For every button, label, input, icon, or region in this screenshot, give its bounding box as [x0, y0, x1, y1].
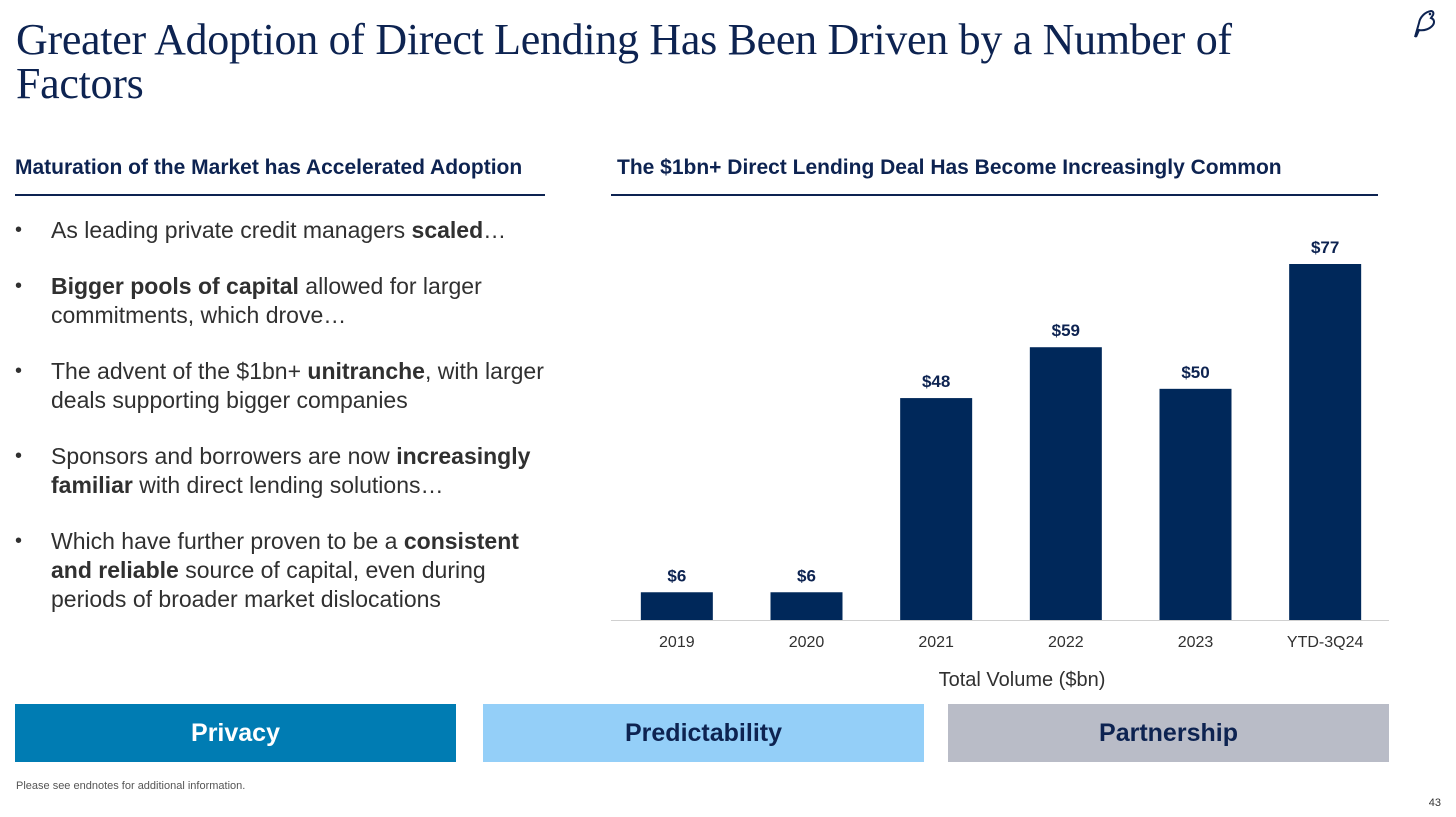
bullet-text: allowed for larger commitments, which dr… [51, 273, 482, 328]
bullet-item: • Bigger pools of capital allowed for lar… [15, 272, 560, 330]
bullet-text: Sponsors and borrowers are now [51, 443, 397, 469]
x-tick-label: 2021 [918, 634, 954, 651]
bar-2021 [900, 398, 973, 620]
bullet-emphasis: increasingly familiar [51, 443, 531, 498]
bullet-text: Which have further proven to be a [51, 528, 404, 554]
bullet-item: • Which have further proven to be a consi… [15, 527, 560, 614]
bullet-text: source of capital, even during periods o… [51, 557, 486, 612]
page-title: Greater Adoption of Direct Lending Has B… [16, 15, 1232, 108]
bullet-dot: • [15, 219, 23, 241]
x-tick-label: 2022 [1048, 634, 1084, 651]
bullet-text: As leading private credit managers [51, 217, 412, 243]
bullet-dot: • [15, 275, 23, 297]
chart-heading: The $1bn+ Direct Lending Deal Has Become… [611, 156, 1378, 196]
bullet-text: with direct lending solutions… [132, 472, 444, 498]
x-tick-label: YTD-3Q24 [1287, 634, 1364, 651]
x-axis-title: Total Volume ($bn) [939, 669, 1106, 691]
data-label: $59 [1052, 321, 1080, 340]
bullet-item: • Sponsors and borrowers are now increasi… [15, 442, 560, 500]
pillar-predictability: Predictability [483, 704, 924, 762]
bullet-emphasis: consistent and reliable [51, 528, 519, 583]
bullet-dot: • [15, 445, 23, 467]
bullet-dot: • [15, 360, 23, 382]
bullet-emphasis: Bigger pools of capital [51, 273, 299, 299]
bar-2020 [770, 592, 843, 620]
bullet-dot: • [15, 530, 23, 552]
footnote: Please see endnotes for additional infor… [16, 780, 246, 792]
bullet-text: , with larger deals supporting bigger co… [51, 358, 544, 413]
pillar-privacy: Privacy [15, 704, 456, 762]
left-section-heading: Maturation of the Market has Accelerated… [15, 156, 545, 196]
x-tick-label: 2023 [1178, 634, 1214, 651]
bullet-item: • As leading private credit managers scal… [15, 216, 560, 245]
bar-2019 [640, 592, 713, 620]
x-tick-label: 2019 [659, 634, 695, 651]
bar-2022 [1029, 347, 1102, 620]
factor-bullet-list: • As leading private credit managers scal… [15, 216, 560, 641]
bullet-emphasis: unitranche [307, 358, 425, 384]
data-label: $77 [1311, 238, 1339, 257]
bar-2023 [1159, 388, 1232, 620]
data-label: $6 [797, 566, 816, 585]
bullet-item: • The advent of the $1bn+ unitranche, wit… [15, 357, 560, 415]
bullet-text: The advent of the $1bn+ [51, 358, 308, 384]
deal-volume-bar-chart: $6 2019 $6 2020 $48 2021 $59 2022 $50 2023 $77 YTD-… [611, 205, 1401, 695]
x-tick-label: 2020 [789, 634, 825, 651]
bar-YTD-3Q24 [1289, 264, 1362, 620]
data-label: $50 [1181, 363, 1209, 382]
bullet-emphasis: scaled [411, 217, 484, 243]
chart-svg: $6 2019 $6 2020 $48 2021 $59 2022 $50 2023 $77 YTD-… [611, 238, 1389, 691]
data-label: $48 [922, 372, 950, 391]
bird-logo-icon [1406, 6, 1440, 40]
page-number: 43 [1428, 797, 1441, 809]
pillar-partnership: Partnership [948, 704, 1389, 762]
bullet-text: … [483, 217, 507, 243]
data-label: $6 [667, 566, 686, 585]
